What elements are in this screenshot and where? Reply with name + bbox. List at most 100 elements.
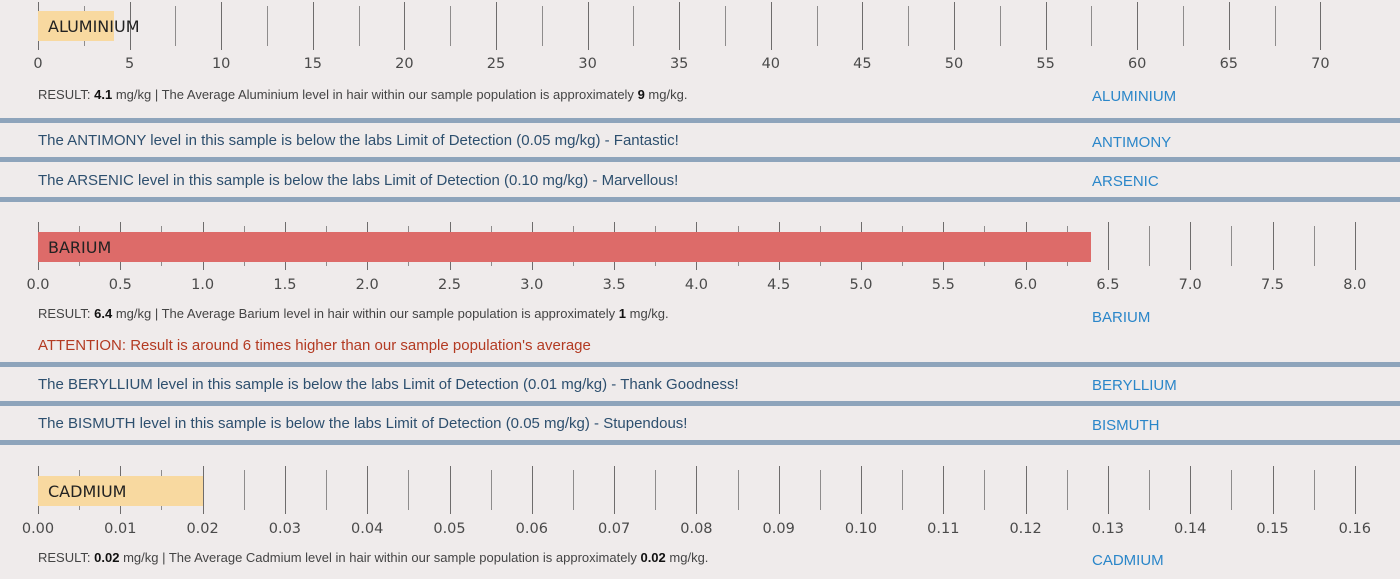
cadmium-bar: CADMIUM	[38, 476, 203, 506]
minor-tick-mark	[737, 470, 739, 510]
tick-label: 0.04	[351, 521, 384, 537]
result-unit: mg/kg.	[629, 306, 669, 321]
tick-label: 15	[303, 56, 323, 72]
tick-label: 0.03	[268, 521, 302, 537]
cadmium-result-value: 0.02	[94, 550, 120, 565]
tick-label: 0.0	[26, 277, 50, 293]
aluminium-average-value: 9	[637, 87, 645, 102]
result-unit: mg/kg.	[648, 87, 688, 102]
tick-mark	[587, 2, 589, 50]
barium-result-text: mg/kg | The Average Barium level in hair…	[115, 306, 616, 321]
minor-tick-mark	[243, 470, 245, 510]
minor-tick-mark	[816, 6, 818, 46]
beryllium-link[interactable]: BERYLLIUM	[1092, 377, 1177, 394]
tick-mark	[1354, 222, 1356, 270]
minor-tick-mark	[1231, 226, 1233, 266]
tick-mark	[496, 2, 497, 50]
minor-tick-mark	[1231, 470, 1233, 510]
tick-label: 6.5	[1096, 277, 1120, 293]
tick-mark	[778, 466, 780, 514]
minor-tick-mark	[490, 470, 492, 510]
result-prefix: RESULT:	[38, 550, 91, 565]
tick-label: 0.14	[1174, 521, 1207, 537]
minor-tick-mark	[175, 6, 177, 46]
tick-mark	[943, 466, 945, 514]
antimony-link[interactable]: ANTIMONY	[1092, 134, 1172, 151]
tick-mark	[312, 2, 314, 50]
tick-label: 5.5	[931, 277, 955, 293]
tick-label: 70	[1311, 56, 1330, 72]
arsenic-link[interactable]: ARSENIC	[1092, 173, 1159, 190]
tick-label: 0.5	[108, 277, 132, 293]
tick-label: 0.05	[433, 521, 466, 537]
tick-label: 1.0	[191, 277, 215, 293]
tick-mark	[1190, 466, 1192, 514]
divider	[0, 197, 1400, 202]
barium-average-value: 1	[618, 306, 627, 321]
tick-mark	[770, 2, 772, 50]
tick-label: 3.5	[602, 277, 626, 293]
tick-label: 0.13	[1091, 521, 1125, 537]
barium-bar: BARIUM	[38, 232, 1092, 262]
tick-mark	[861, 466, 862, 514]
minor-tick-mark	[633, 6, 635, 46]
barium-chart: 0.0 0.5 1.0 1.5 2.0 2.5 3.0 3.5 4.0 4.5 5.0 5.5 6.0 6…	[0, 220, 1400, 300]
tick-label: 0.09	[762, 521, 795, 537]
tick-mark	[202, 466, 204, 514]
tick-mark	[449, 466, 451, 514]
divider	[0, 157, 1400, 162]
minor-tick-mark	[1149, 226, 1151, 266]
tick-mark	[1025, 466, 1027, 514]
tick-mark	[1137, 2, 1139, 50]
cadmium-link[interactable]: CADMIUM	[1092, 552, 1164, 569]
tick-label: 7.5	[1260, 277, 1285, 293]
barium-link[interactable]: BARIUM	[1092, 309, 1151, 326]
tick-mark	[1045, 2, 1047, 50]
antimony-message: The ANTIMONY level in this sample is bel…	[38, 132, 679, 149]
minor-tick-mark	[267, 6, 268, 46]
minor-tick-mark	[999, 6, 1001, 46]
cadmium-bar-label: CADMIUM	[48, 482, 127, 501]
aluminium-link[interactable]: ALUMINIUM	[1092, 88, 1177, 105]
tick-label: 1.5	[273, 277, 297, 293]
tick-label: 0.01	[104, 521, 137, 537]
bismuth-message: The BISMUTH level in this sample is belo…	[38, 415, 688, 432]
result-prefix: RESULT:	[38, 306, 91, 321]
tick-label: 4.5	[767, 277, 791, 293]
tick-mark	[1190, 222, 1192, 270]
tick-label: 0.16	[1338, 521, 1371, 537]
minor-tick-mark	[326, 470, 328, 510]
minor-tick-mark	[572, 470, 574, 510]
tick-mark	[679, 2, 681, 50]
tick-mark	[1272, 466, 1274, 514]
tick-label: 7.0	[1178, 277, 1202, 293]
result-prefix: RESULT:	[38, 87, 91, 102]
bismuth-link[interactable]: BISMUTH	[1092, 417, 1160, 434]
tick-label: 65	[1219, 56, 1239, 72]
tick-label: 6.0	[1014, 277, 1038, 293]
tick-mark	[221, 2, 223, 50]
tick-label: 0.11	[927, 521, 960, 537]
tick-label: 2.0	[355, 277, 379, 293]
minor-tick-mark	[984, 470, 986, 510]
minor-tick-mark	[819, 470, 821, 510]
divider	[0, 362, 1400, 367]
result-unit: mg/kg.	[669, 550, 709, 565]
aluminium-chart: 0 5 10 15 20 25 30 35 40 45 50 55 60 65 70 ALUMINIUM	[0, 0, 1400, 80]
barium-result-value: 6.4	[94, 306, 113, 321]
tick-mark	[531, 466, 533, 514]
cadmium-chart: 0.00 0.01 0.02 0.03 0.04 0.05 0.06 0.07 0.08 0.09…	[0, 464, 1400, 544]
minor-tick-mark	[408, 470, 410, 510]
tick-mark	[1107, 466, 1109, 514]
tick-mark	[1354, 466, 1356, 514]
tick-label: 0	[33, 56, 43, 72]
minor-tick-mark	[908, 6, 910, 46]
cadmium-average-value: 0.02	[640, 550, 666, 565]
tick-mark	[614, 466, 616, 514]
tick-label: 60	[1127, 56, 1147, 72]
minor-tick-mark	[1313, 470, 1315, 510]
minor-tick-mark	[1066, 470, 1068, 510]
divider	[0, 118, 1400, 123]
tick-label: 4.0	[684, 277, 708, 293]
tick-mark	[1272, 222, 1274, 270]
